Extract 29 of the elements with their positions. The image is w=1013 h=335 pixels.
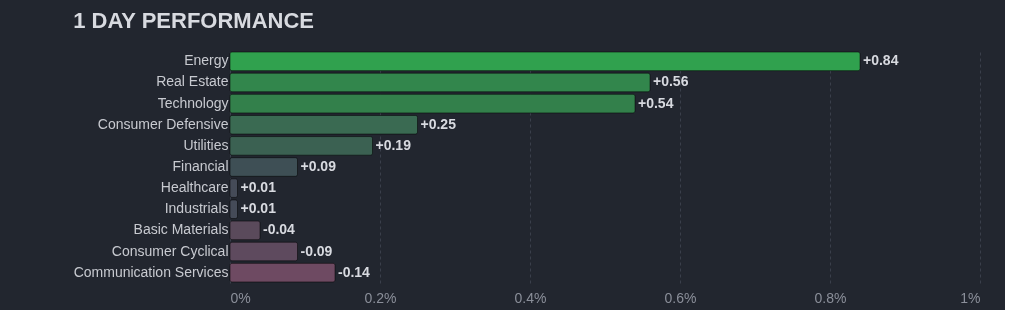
y-tick-label: Energy bbox=[184, 52, 229, 69]
x-tick-label: 0% bbox=[230, 289, 251, 306]
data-label: +0.25 bbox=[420, 115, 457, 132]
data-label: +0.19 bbox=[375, 136, 412, 153]
data-label: -0.04 bbox=[263, 221, 296, 238]
data-label: +0.56 bbox=[653, 73, 689, 90]
y-tick-label: Consumer Cyclical bbox=[111, 242, 229, 259]
y-tick-label: Healthcare bbox=[160, 179, 229, 196]
data-label: -0.14 bbox=[338, 263, 371, 280]
data-label: -0.09 bbox=[300, 242, 333, 259]
chart-title: 1 DAY PERFORMANCE bbox=[73, 8, 315, 33]
x-tick-label: 0.2% bbox=[364, 289, 397, 306]
y-tick-label: Industrials bbox=[164, 200, 229, 217]
y-tick-label: Real Estate bbox=[156, 73, 229, 90]
data-label: +0.01 bbox=[240, 179, 277, 196]
data-label: +0.54 bbox=[638, 94, 674, 111]
y-tick-label: Basic Materials bbox=[133, 221, 229, 238]
y-tick-label: Consumer Defensive bbox=[97, 115, 229, 132]
data-label: +0.84 bbox=[863, 52, 899, 69]
y-tick-label: Utilities bbox=[183, 136, 229, 153]
y-tick-label: Financial bbox=[172, 158, 229, 174]
data-label: +0.01 bbox=[240, 200, 277, 217]
data-label: +0.09 bbox=[300, 158, 337, 174]
x-tick-label: 1% bbox=[960, 289, 981, 306]
x-tick-label: 0.6% bbox=[664, 289, 697, 306]
x-tick-label: 0.4% bbox=[514, 289, 547, 306]
y-tick-label: Technology bbox=[157, 94, 229, 111]
y-tick-label: Communication Services bbox=[73, 263, 229, 280]
x-tick-label: 0.8% bbox=[814, 289, 847, 306]
